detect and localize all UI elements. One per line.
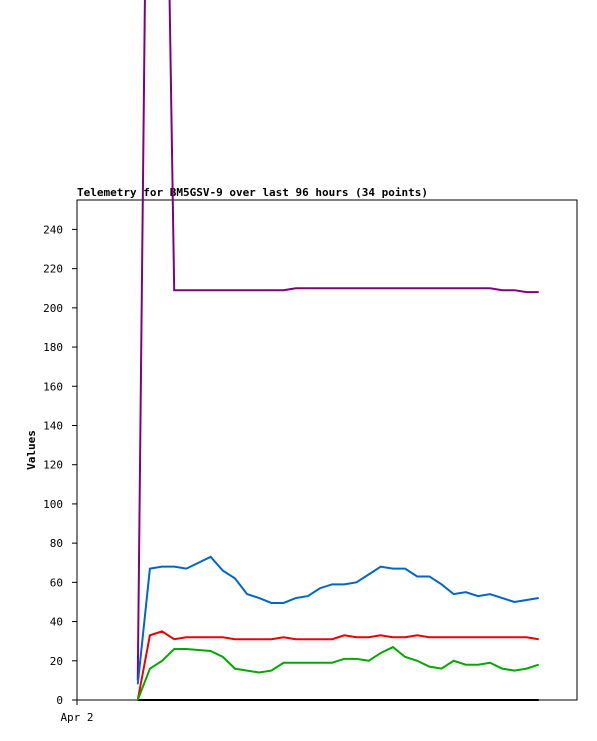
- y-tick-label: 200: [43, 302, 63, 315]
- y-tick-label: 0: [56, 694, 63, 707]
- chart-title: Telemetry for BM5GSV-9 over last 96 hour…: [77, 186, 428, 199]
- y-tick-label: 140: [43, 419, 63, 432]
- y-tick-label: 240: [43, 223, 63, 236]
- y-tick-label: 120: [43, 459, 63, 472]
- y-tick-label: 20: [50, 655, 63, 668]
- y-axis-label: Values: [25, 430, 38, 470]
- y-tick-label: 60: [50, 576, 63, 589]
- series-line: [136, 555, 539, 685]
- x-tick-label: Apr 2: [60, 711, 93, 724]
- series-line: [136, 645, 540, 701]
- y-tick-label: 220: [43, 263, 63, 276]
- series-line: [136, 0, 539, 681]
- y-tick-label: 40: [50, 616, 63, 629]
- y-tick-label: 100: [43, 498, 63, 511]
- series-line: [136, 630, 539, 701]
- y-tick-label: 80: [50, 537, 63, 550]
- y-tick-label: 160: [43, 380, 63, 393]
- plot-frame: [76, 199, 578, 701]
- y-tick-label: 180: [43, 341, 63, 354]
